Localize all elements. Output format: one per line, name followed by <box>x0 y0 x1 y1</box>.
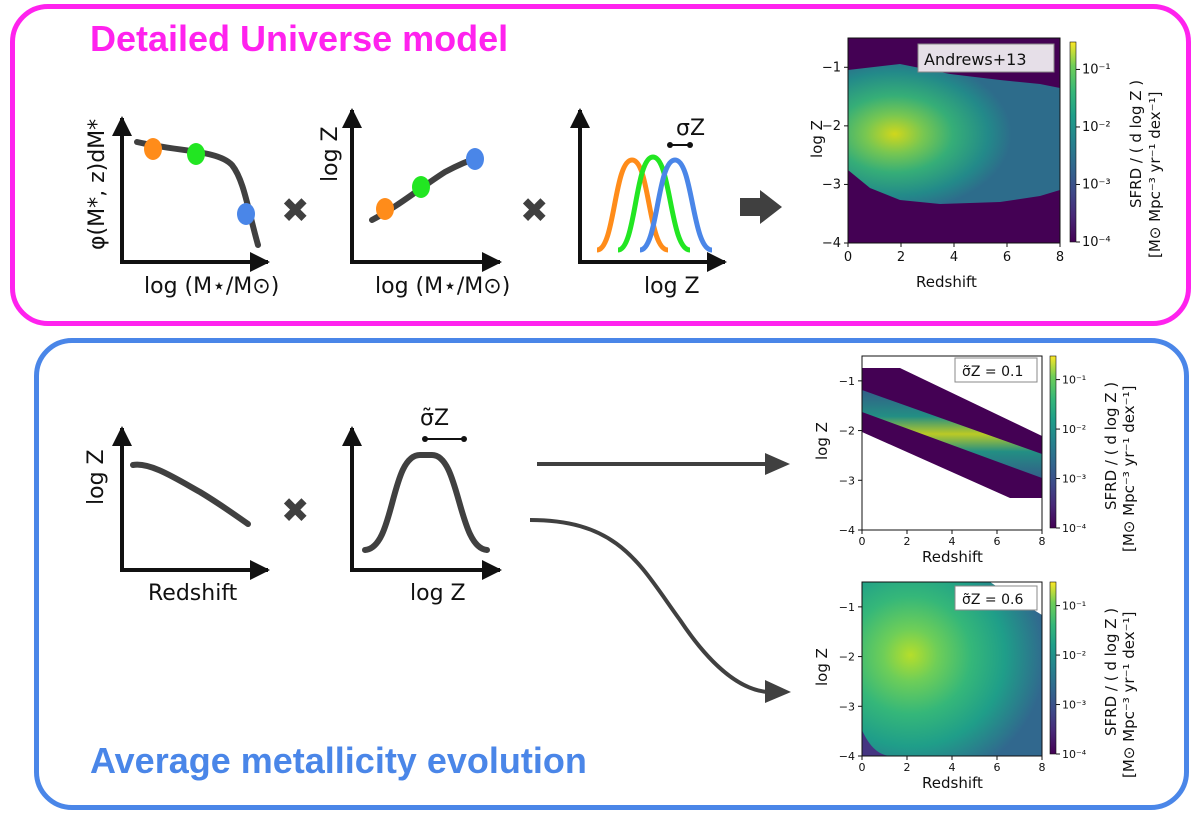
y-tick-label: −3 <box>839 474 855 487</box>
y-axis-label: log Z <box>808 120 826 158</box>
x-tick-label: 6 <box>1003 250 1011 265</box>
heatmap-label-box <box>954 357 1038 383</box>
y-tick-label: −4 <box>839 524 855 537</box>
mass-function-ylabel: φ(M*, z)dM* <box>85 119 110 250</box>
y-tick-label: −1 <box>822 60 841 75</box>
x-tick-label: 0 <box>859 761 866 774</box>
colorbar-unit: [M⊙ Mpc⁻³ yr⁻¹ dex⁻¹] <box>1120 386 1138 552</box>
heatmap-sigma-0-6: σ̃Z = 0.6 0 2 4 6 8−1−2−3−410⁻¹10⁻²10⁻³10⁻⁴ … <box>813 581 1138 792</box>
x-axis-label: Redshift <box>922 548 983 566</box>
blue-dot <box>466 148 484 170</box>
panel-title-average: Average metallicity evolution <box>90 740 587 781</box>
green-dot <box>187 143 205 165</box>
x-tick-label: 6 <box>994 535 1001 548</box>
heatmap-label: Andrews+13 <box>924 50 1027 69</box>
average-metallicity-panel <box>34 338 1189 810</box>
multiply-icon: ✖ <box>281 492 310 530</box>
y-tick-label: −3 <box>839 700 855 713</box>
y-axis-label: log Z <box>813 648 831 686</box>
heatmap-label-box <box>954 585 1038 611</box>
multiply-icon: ✖ <box>281 192 310 230</box>
x-tick-label: 2 <box>904 761 911 774</box>
mass-function-sketch: φ(M*, z)dM* log (M⋆/M⊙) <box>85 116 279 299</box>
colorbar-tick-label: 10⁻³ <box>1062 699 1086 712</box>
colorbar-tick-label: 10⁻¹ <box>1062 374 1086 387</box>
y-tick-label: −3 <box>822 177 841 192</box>
x-tick-label: 8 <box>1056 250 1064 265</box>
x-tick-label: 8 <box>1039 761 1046 774</box>
colorbar-label: SFRD / ( d log Z ) <box>1102 382 1120 510</box>
colorbar-tick-label: 10⁻³ <box>1062 473 1086 486</box>
metallicity-evolution-sketch: log Z Redshift <box>84 426 270 606</box>
panel-title-detailed: Detailed Universe model <box>90 18 509 59</box>
heatmap-label: σ̃Z = 0.6 <box>962 592 1023 608</box>
x-tick-label: 4 <box>949 535 956 548</box>
y-tick-label: −1 <box>839 601 855 614</box>
heatmap-label-box <box>917 43 1055 73</box>
colorbar-tick-label: 10⁻¹ <box>1082 62 1111 77</box>
metallicity-distribution-sketch: σZ log Z <box>570 108 727 299</box>
x-tick-label: 8 <box>1039 535 1046 548</box>
colorbar-label: SFRD / ( d log Z ) <box>1127 80 1145 208</box>
gaussian-xlabel: log Z <box>410 581 466 606</box>
heatmap-label: σ̃Z = 0.1 <box>962 364 1023 380</box>
gaussian-sketch: σ̃Z log Z <box>342 406 502 606</box>
distribution-xlabel: log Z <box>644 274 700 299</box>
detailed-universe-panel <box>10 4 1191 326</box>
colorbar-tick-label: 10⁻⁴ <box>1082 235 1111 250</box>
x-tick-label: 4 <box>950 250 958 265</box>
evolution-xlabel: Redshift <box>148 581 238 606</box>
x-tick-label: 4 <box>949 761 956 774</box>
y-tick-label: −1 <box>839 375 855 388</box>
orange-dot <box>144 138 162 160</box>
colorbar-tick-label: 10⁻¹ <box>1062 600 1086 613</box>
colorbar-label: SFRD / ( d log Z ) <box>1102 608 1120 736</box>
colorbar-unit: [M⊙ Mpc⁻³ yr⁻¹ dex⁻¹] <box>1146 92 1164 258</box>
colorbar-tick-label: 10⁻⁴ <box>1062 522 1087 535</box>
colorbar-tick-label: 10⁻² <box>1062 649 1086 662</box>
y-tick-label: −2 <box>839 651 855 664</box>
y-axis-label: log Z <box>813 422 831 460</box>
x-tick-label: 0 <box>844 250 852 265</box>
x-tick-label: 6 <box>994 761 1001 774</box>
sigma-z-label: σZ <box>676 116 705 141</box>
y-tick-label: −2 <box>839 425 855 438</box>
mass-function-xlabel: log (M⋆/M⊙) <box>144 274 279 299</box>
mzr-xlabel: log (M⋆/M⊙) <box>375 274 510 299</box>
colorbar-tick-label: 10⁻³ <box>1082 177 1111 192</box>
x-tick-label: 0 <box>859 535 866 548</box>
blue-dot <box>237 203 255 225</box>
heatmap-andrews: Andrews+13 0 2 4 6 8 −1 −2 −3 −4 10⁻¹ 10⁻² 10⁻³ 10⁻⁴… <box>808 37 1164 291</box>
mass-metallicity-sketch: log Z log (M⋆/M⊙) <box>318 108 510 299</box>
multiply-icon: ✖ <box>520 192 549 230</box>
green-dot <box>412 176 430 198</box>
heatmap-sigma-0-1: σ̃Z = 0.1 0 2 4 6 8−1−2−3−410⁻¹10⁻²10⁻³10⁻⁴ … <box>813 355 1138 566</box>
colorbar-tick-label: 10⁻² <box>1082 120 1111 135</box>
evolution-ylabel: log Z <box>84 449 109 505</box>
x-axis-label: Redshift <box>916 273 977 291</box>
colorbar-unit: [M⊙ Mpc⁻³ yr⁻¹ dex⁻¹] <box>1120 612 1138 778</box>
y-tick-label: −4 <box>839 750 855 763</box>
sigma-tilde-label: σ̃Z <box>420 406 449 431</box>
colorbar-tick-label: 10⁻² <box>1062 423 1086 436</box>
colorbar-tick-label: 10⁻⁴ <box>1062 748 1087 761</box>
y-tick-label: −2 <box>822 119 841 134</box>
x-axis-label: Redshift <box>922 774 983 792</box>
y-tick-label: −4 <box>822 236 841 251</box>
mzr-ylabel: log Z <box>318 126 343 182</box>
arrow-to-narrow-plot <box>537 453 790 475</box>
arrow-right-icon <box>740 190 782 224</box>
orange-dot <box>376 198 394 220</box>
x-tick-label: 2 <box>897 250 905 265</box>
arrow-to-wide-plot <box>529 518 791 703</box>
x-tick-label: 2 <box>904 535 911 548</box>
